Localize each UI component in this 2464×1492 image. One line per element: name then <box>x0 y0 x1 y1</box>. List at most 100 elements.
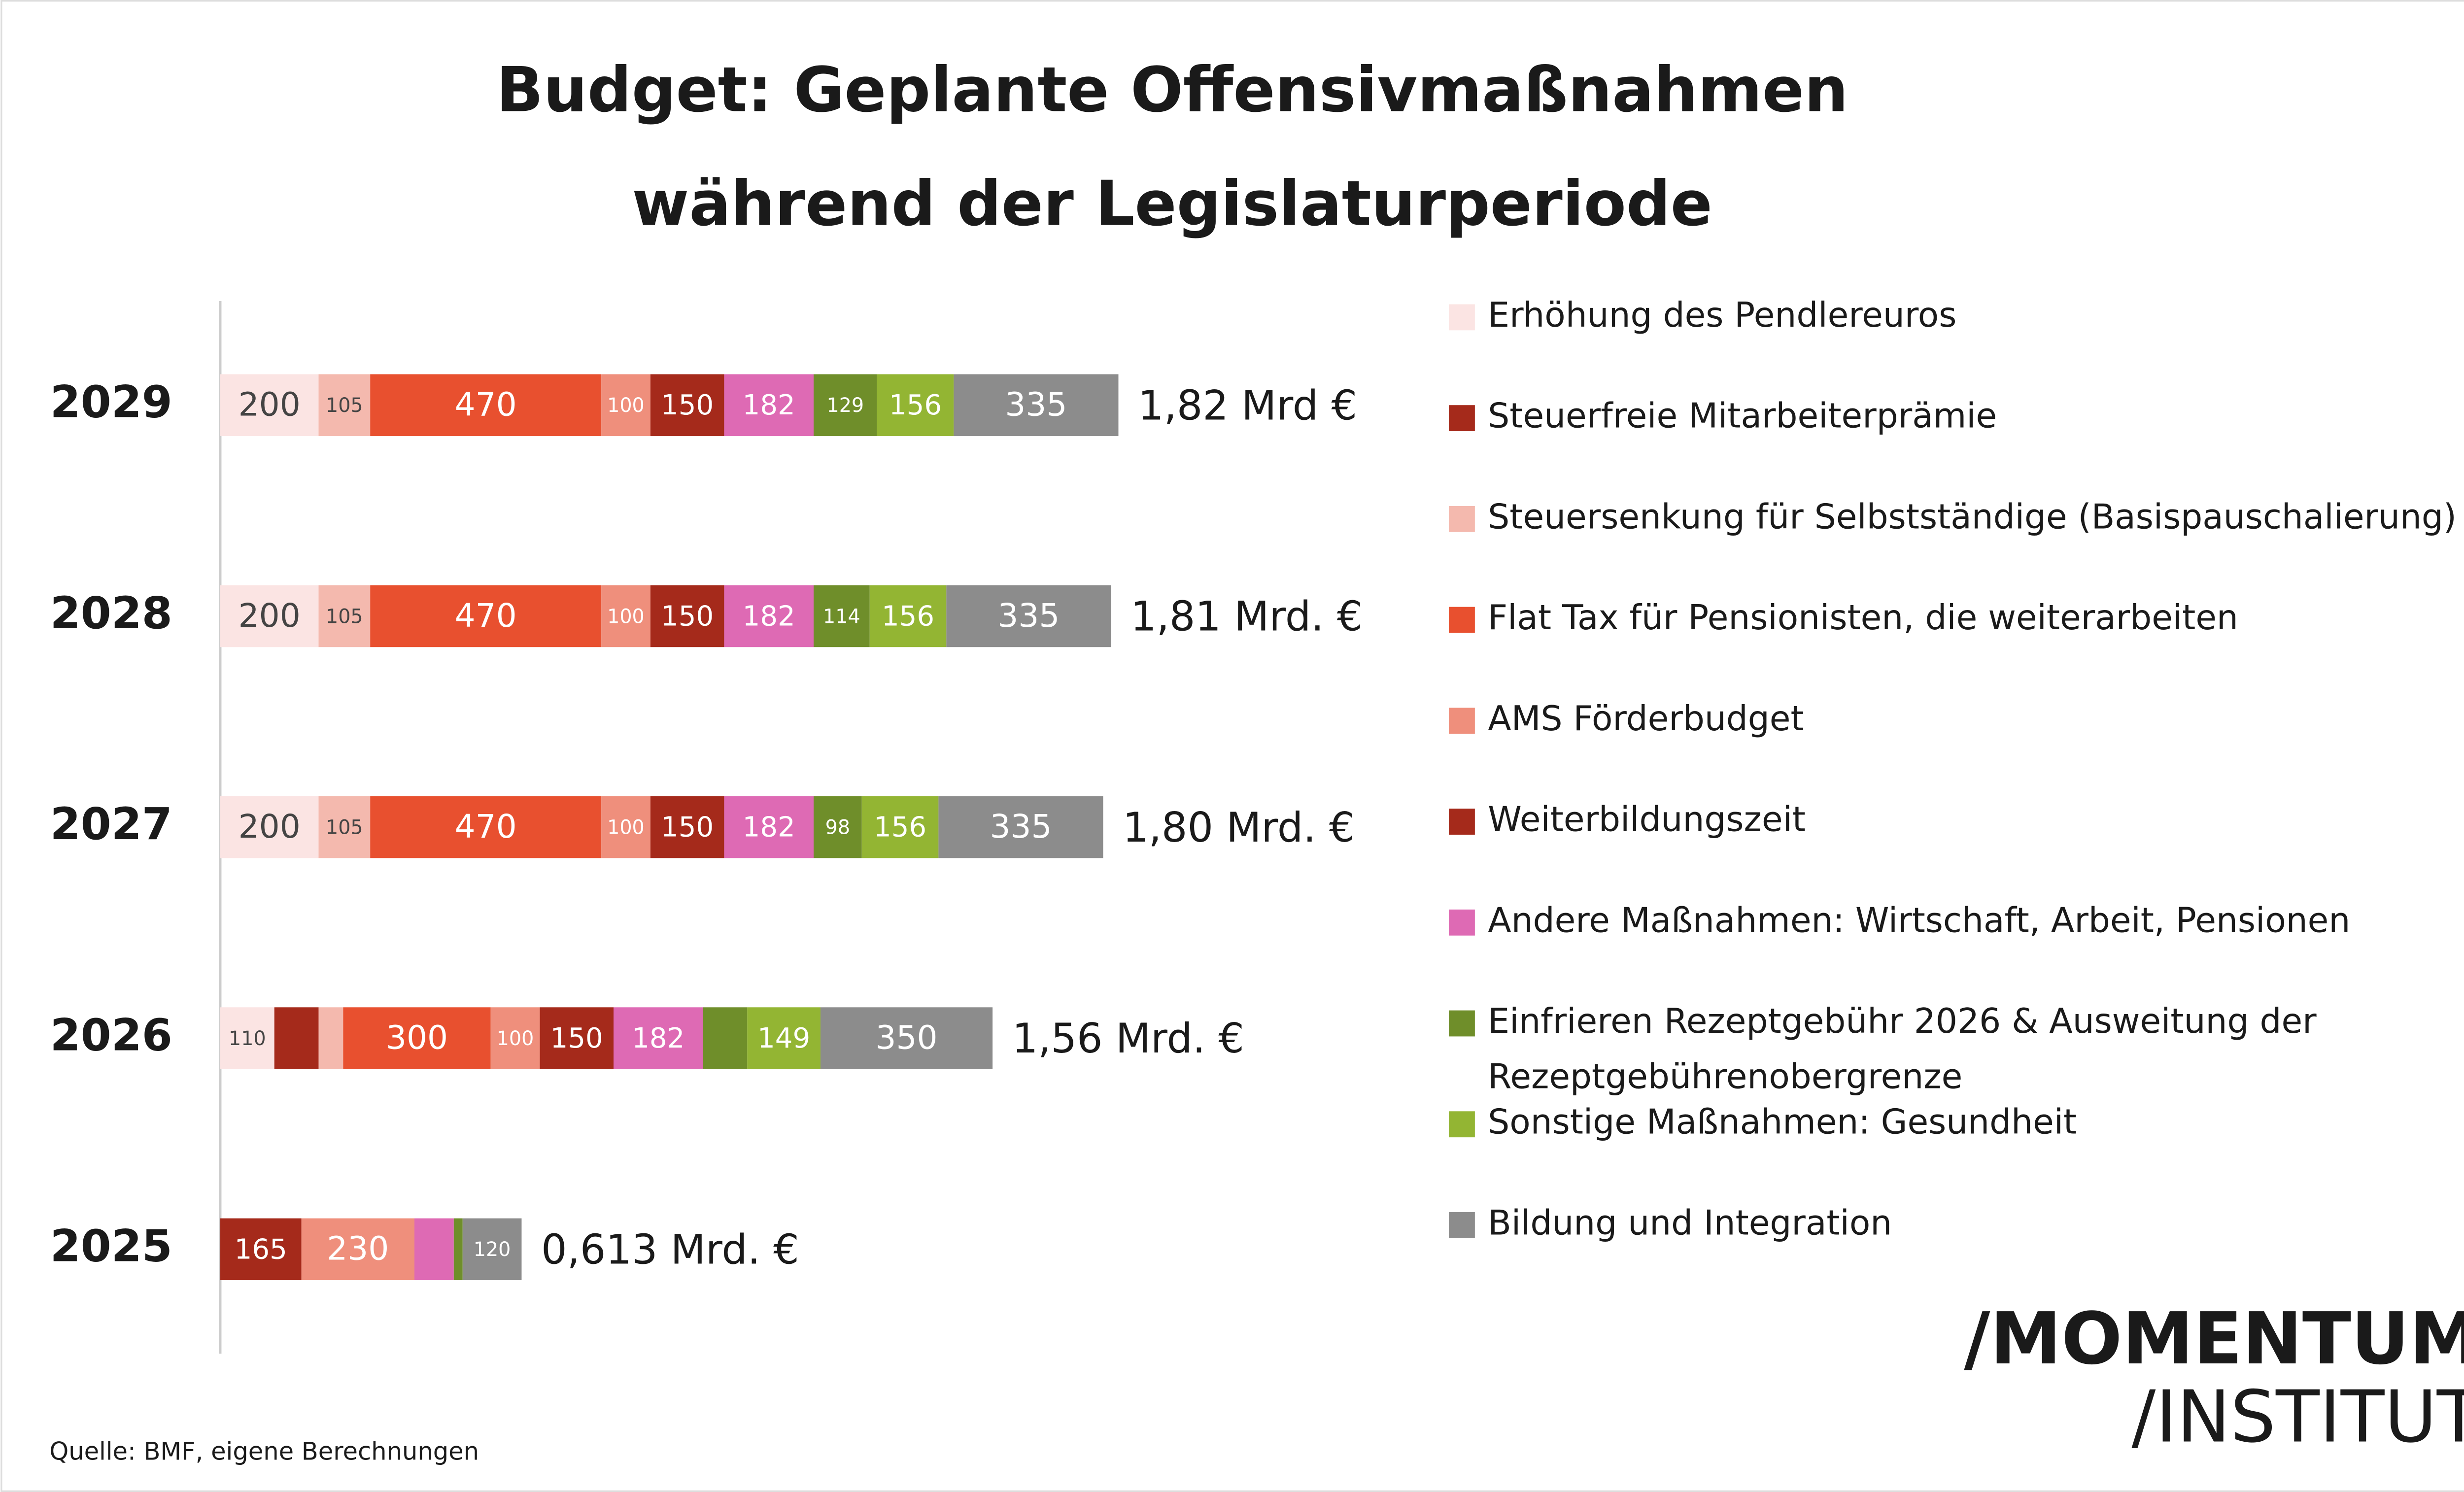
data-label: 150 <box>550 1022 603 1054</box>
data-label: 105 <box>326 605 363 628</box>
data-label: 300 <box>386 1018 448 1056</box>
data-label: 156 <box>889 389 942 421</box>
bar-segment <box>414 1218 454 1281</box>
data-label: 156 <box>874 812 926 844</box>
source: Quelle: BMF, eigene Berechnungen <box>49 1437 479 1465</box>
data-label: 110 <box>229 1027 266 1050</box>
bar-segment <box>877 374 954 436</box>
logo: /MOMENTUM <box>1964 1297 2464 1381</box>
legend-swatch <box>1449 405 1475 432</box>
data-label: 230 <box>327 1230 389 1268</box>
legend-label: Steuerfreie Mitarbeiterprämie <box>1488 397 1997 436</box>
legend-swatch <box>1449 809 1475 835</box>
data-label: 100 <box>607 816 645 839</box>
data-label: 150 <box>661 812 714 844</box>
bar-segment <box>601 796 650 858</box>
bar-segment <box>954 374 1119 436</box>
legend-swatch <box>1449 506 1475 532</box>
data-label: 165 <box>235 1233 287 1265</box>
legend-label: Sonstige Maßnahmen: Gesundheit <box>1488 1103 2077 1142</box>
data-label: 200 <box>239 808 301 846</box>
bar-segment <box>220 796 319 858</box>
data-label: 150 <box>661 389 714 421</box>
bar-segment <box>614 1007 703 1069</box>
bar-segment <box>650 585 724 647</box>
total-label: 1,81 Mrd. € <box>1130 593 1363 641</box>
bar-segment <box>601 585 650 647</box>
legend-label: Bildung und Integration <box>1488 1203 1892 1243</box>
bar-segment <box>747 1007 821 1069</box>
bar-segment <box>370 585 602 647</box>
y-tick-label: 2027 <box>50 799 172 850</box>
bar-segment <box>220 1218 302 1281</box>
bar-segment <box>301 1218 414 1281</box>
bar-segment <box>540 1007 614 1069</box>
y-tick-label: 2028 <box>50 588 172 639</box>
data-label: 156 <box>882 600 934 632</box>
y-tick-label: 2029 <box>50 377 172 428</box>
bar-segment <box>490 1007 540 1069</box>
data-label: 335 <box>997 597 1060 635</box>
bar-segment <box>869 585 947 647</box>
bar-segment <box>601 374 650 436</box>
total-label: 1,82 Mrd € <box>1138 382 1357 429</box>
data-label: 470 <box>455 386 517 424</box>
bar-segment <box>220 374 319 436</box>
legend-swatch <box>1449 1010 1475 1037</box>
data-label: 182 <box>743 600 795 632</box>
bar-segment <box>343 1007 491 1069</box>
bar-segment <box>274 1007 319 1069</box>
legend-label: Steuersenkung für Selbstständige (Basisp… <box>1488 497 2457 537</box>
total-label: 1,56 Mrd. € <box>1012 1015 1244 1062</box>
bar-segment <box>946 585 1111 647</box>
bar-segment <box>650 796 724 858</box>
data-label: 350 <box>876 1018 938 1056</box>
data-label: 100 <box>497 1027 534 1050</box>
bar-segment <box>220 585 319 647</box>
bar-segment <box>724 374 814 436</box>
bar-segment <box>318 796 371 858</box>
data-label: 182 <box>743 389 795 421</box>
legend-swatch <box>1449 708 1475 734</box>
data-label: 114 <box>823 605 860 628</box>
data-label: 182 <box>743 812 795 844</box>
bar-segment <box>462 1218 522 1281</box>
bar-segment <box>814 585 870 647</box>
bar-segment <box>814 796 862 858</box>
data-label: 105 <box>326 394 363 417</box>
bar-segment <box>318 374 371 436</box>
logo: /INSTITUT <box>2131 1376 2464 1459</box>
legend-swatch <box>1449 1212 1475 1238</box>
bar-segment <box>370 796 602 858</box>
data-label: 200 <box>239 386 301 424</box>
bar-segment <box>453 1218 463 1281</box>
data-label: 129 <box>827 394 864 417</box>
bar-segment <box>220 1007 274 1069</box>
data-label: 149 <box>757 1022 810 1054</box>
bar-segment <box>814 374 877 436</box>
bar-segment <box>703 1007 748 1069</box>
legend-label: Andere Maßnahmen: Wirtschaft, Arbeit, Pe… <box>1488 901 2350 940</box>
legend-label: Erhöhung des Pendlereuros <box>1488 296 1956 335</box>
bar-segment <box>724 585 814 647</box>
data-label: 335 <box>990 808 1052 846</box>
bar-segment <box>318 585 371 647</box>
bar-segment <box>938 796 1103 858</box>
legend-label: Flat Tax für Pensionisten, die weiterarb… <box>1488 598 2238 638</box>
bar-segment <box>861 796 939 858</box>
data-label: 335 <box>1005 386 1067 424</box>
total-label: 1,80 Mrd. € <box>1123 804 1355 851</box>
bar-segment <box>370 374 602 436</box>
legend-swatch <box>1449 607 1475 633</box>
data-label: 98 <box>825 816 850 839</box>
bar-segment <box>724 796 814 858</box>
y-tick-label: 2025 <box>50 1221 172 1272</box>
bar-segment <box>650 374 724 436</box>
y-tick-label: 2026 <box>50 1010 172 1061</box>
data-label: 120 <box>474 1238 511 1261</box>
data-label: 100 <box>607 394 645 417</box>
data-label: 182 <box>632 1022 684 1054</box>
data-label: 470 <box>455 808 517 846</box>
legend-swatch <box>1449 1111 1475 1138</box>
